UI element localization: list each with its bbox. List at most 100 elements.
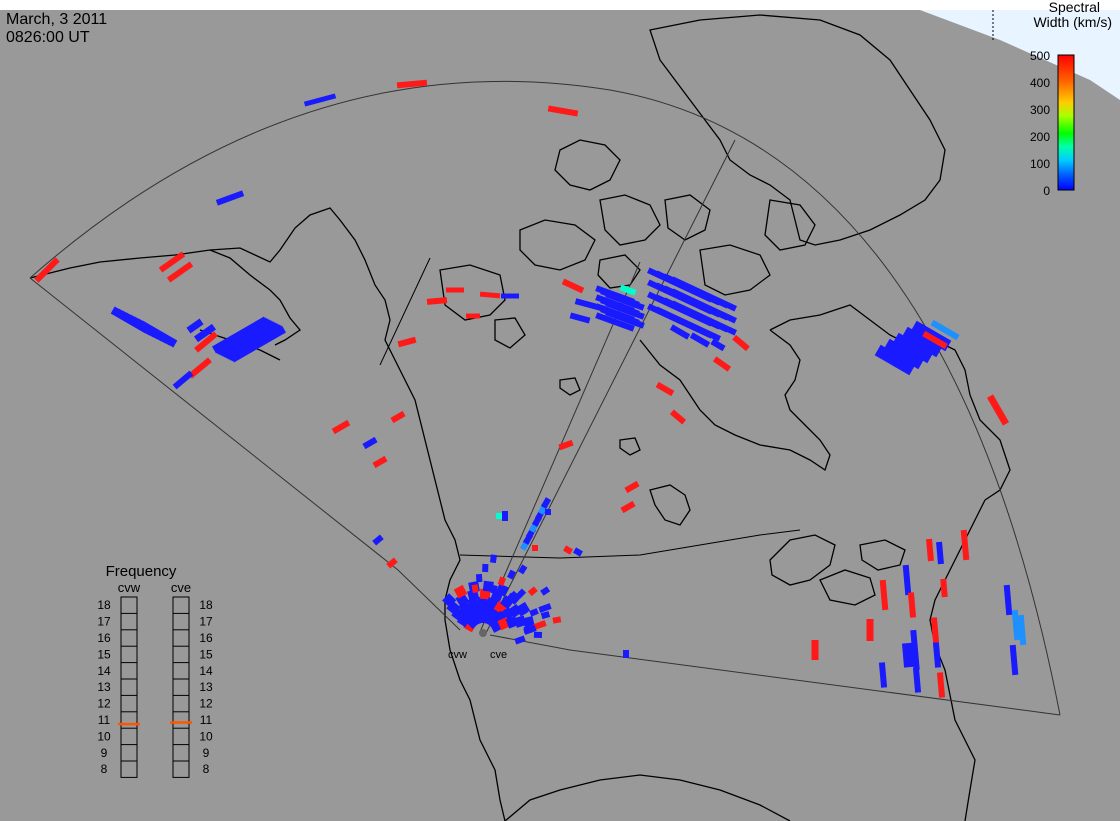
echo-cell bbox=[453, 584, 468, 599]
colorbar-gradient bbox=[1057, 54, 1075, 191]
echo-cell bbox=[471, 584, 479, 594]
echo-cell bbox=[883, 338, 925, 370]
echo-cell bbox=[505, 592, 516, 603]
echo-cell bbox=[620, 500, 636, 514]
echo-cell bbox=[372, 534, 384, 546]
echo-cell bbox=[1009, 644, 1019, 676]
echo-cell bbox=[671, 300, 737, 336]
echo-cell bbox=[655, 306, 721, 342]
echo-cell bbox=[479, 588, 491, 600]
echo-cell bbox=[532, 545, 538, 551]
frequency-tick-label: 10 bbox=[199, 729, 213, 743]
echo-cell bbox=[475, 573, 483, 583]
echo-cell bbox=[188, 357, 212, 379]
echo-cell bbox=[466, 313, 480, 319]
echo-cell bbox=[426, 297, 448, 305]
colorbar-title-2: Width (km/s) bbox=[1033, 14, 1112, 30]
echo-cell bbox=[912, 667, 922, 693]
cve-site-label: cve bbox=[490, 649, 507, 661]
echo-cell bbox=[892, 332, 934, 364]
echo-cell bbox=[533, 620, 547, 630]
echo-cell bbox=[811, 640, 819, 660]
echo-cell bbox=[552, 616, 562, 624]
colorbar-title-1: Spectral bbox=[1049, 0, 1100, 15]
colorbar-tick-label: 0 bbox=[1043, 184, 1050, 198]
echo-cell bbox=[186, 318, 204, 334]
echo-cell bbox=[623, 650, 629, 658]
echo-cell bbox=[489, 554, 497, 564]
echo-cell bbox=[902, 564, 912, 596]
date-label: March, 3 2011 bbox=[6, 11, 107, 28]
echo-cell bbox=[574, 298, 606, 312]
radar-echoes bbox=[34, 79, 1027, 698]
frequency-tick-label: 18 bbox=[97, 598, 111, 612]
echo-cell bbox=[538, 603, 552, 613]
echo-cell bbox=[507, 569, 516, 580]
frequency-columns: 18 17 16 15 14 13 12 11 10 9 8 18 17 16 15 14 13 12 11 10 9 8 bbox=[97, 596, 213, 778]
echo-cell bbox=[490, 584, 498, 594]
echo-cell bbox=[901, 326, 943, 358]
echo-cell bbox=[573, 547, 583, 557]
frequency-tick-label: 9 bbox=[101, 746, 108, 760]
echo-cell bbox=[922, 330, 948, 350]
frequency-panel: Frequency cvw cve 1817161514131211109818… bbox=[97, 563, 213, 778]
frequency-tick-label: 8 bbox=[203, 762, 210, 776]
echo-cell bbox=[960, 529, 970, 561]
echo-cell bbox=[362, 436, 378, 450]
colorbar-tick-label: 100 bbox=[1030, 157, 1050, 171]
echo-cell bbox=[547, 105, 579, 117]
echo-cell bbox=[710, 338, 726, 352]
echo-cell bbox=[446, 287, 464, 293]
echo-cell bbox=[671, 276, 737, 312]
echo-cell bbox=[595, 312, 635, 332]
frequency-tick-label: 16 bbox=[199, 631, 213, 645]
borders bbox=[379, 257, 801, 559]
echo-cell bbox=[930, 319, 960, 341]
echo-cell bbox=[712, 356, 732, 372]
echo-cell bbox=[669, 324, 691, 340]
echo-cell bbox=[1003, 584, 1013, 616]
echo-cell bbox=[34, 257, 60, 283]
echo-cell bbox=[878, 662, 888, 688]
frequency-tick-label: 16 bbox=[97, 631, 111, 645]
echo-cell bbox=[477, 596, 488, 608]
echo-cell bbox=[397, 336, 417, 348]
echo-cell bbox=[732, 334, 750, 352]
echo-cell bbox=[386, 557, 398, 569]
echo-cell bbox=[529, 608, 539, 617]
echo-cell bbox=[215, 190, 245, 206]
echo-cell bbox=[517, 607, 528, 617]
frequency-tick-label: 10 bbox=[97, 729, 111, 743]
echo-cell bbox=[523, 625, 537, 635]
echo-cell bbox=[193, 323, 217, 343]
frequency-title: Frequency bbox=[106, 563, 177, 580]
echo-cell bbox=[502, 511, 508, 521]
frequency-tick-label: 13 bbox=[199, 680, 213, 694]
echo-cell bbox=[932, 642, 942, 668]
echo-cell bbox=[986, 394, 1010, 426]
echo-cell bbox=[671, 288, 737, 324]
echo-cell bbox=[866, 619, 874, 641]
echo-cell bbox=[303, 93, 337, 107]
echo-cell bbox=[545, 509, 551, 515]
echo-cell bbox=[172, 370, 194, 390]
echo-cell bbox=[540, 611, 551, 620]
echo-cell bbox=[619, 284, 637, 296]
colorbar-tick-label: 500 bbox=[1030, 49, 1050, 63]
echo-cell bbox=[561, 278, 585, 294]
colorbar-ticks: 500 400 300 200 100 0 bbox=[1030, 49, 1050, 198]
echo-cell bbox=[940, 578, 948, 598]
echo-cell bbox=[496, 513, 504, 519]
frequency-tick-label: 14 bbox=[97, 664, 111, 678]
echo-cell bbox=[605, 309, 645, 329]
colorbar-tick-label: 300 bbox=[1030, 103, 1050, 117]
frequency-tick-label: 11 bbox=[98, 713, 111, 727]
echo-cell bbox=[396, 79, 428, 89]
echo-cell bbox=[669, 409, 687, 425]
frequency-tick-label: 12 bbox=[199, 697, 213, 711]
echo-cell bbox=[390, 410, 406, 424]
echo-cell bbox=[901, 642, 919, 668]
echo-cell bbox=[514, 635, 526, 645]
